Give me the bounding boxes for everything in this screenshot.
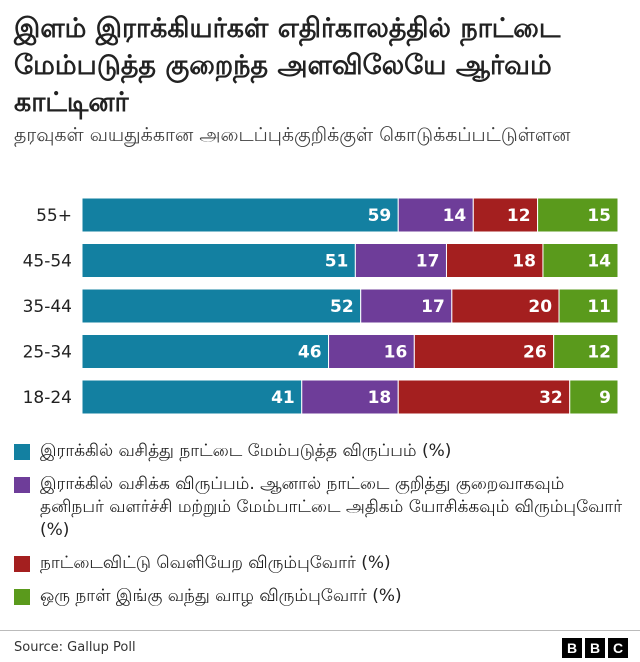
data-label: 59 (368, 206, 392, 226)
chart-legend: இராக்கில் வசித்து நாட்டை மேம்படுத்த விரு… (14, 440, 626, 618)
bar-segment (81, 243, 356, 278)
legend-label: இராக்கில் வசித்து நாட்டை மேம்படுத்த விரு… (40, 441, 452, 461)
bar-segment (472, 197, 539, 233)
data-label: 12 (587, 343, 611, 363)
bbc-logo: B B C (562, 638, 628, 658)
data-label: 14 (443, 206, 467, 226)
chart-subtitle: தரவுகள் வயதுக்கான அடைப்புக்குறிக்குள் கொ… (14, 124, 571, 146)
source-note: Source: Gallup Poll (14, 640, 136, 655)
footer-divider (0, 630, 640, 631)
data-label: 20 (528, 297, 552, 317)
data-label: 12 (507, 206, 531, 226)
bar-segment (397, 197, 474, 233)
bar-segment (537, 197, 619, 233)
legend-item-return: ஒரு நாள் இங்கு வந்து வாழ விரும்புவோர் (%… (14, 585, 626, 608)
legend-label: ஒரு நாள் இங்கு வந்து வாழ விரும்புவோர் (%… (40, 586, 402, 606)
data-label: 46 (298, 343, 322, 363)
data-label: 11 (587, 297, 611, 317)
bar-segment (328, 334, 415, 369)
data-label: 17 (421, 297, 445, 317)
data-label: 18 (512, 252, 536, 272)
bar-segment (301, 379, 399, 415)
data-label: 52 (330, 297, 354, 317)
data-label: 9 (599, 388, 611, 408)
bar-segment (451, 288, 560, 324)
category-label: 25-34 (23, 343, 72, 363)
bbc-logo-letter: B (585, 638, 605, 658)
legend-item-stay-improve: இராக்கில் வசித்து நாட்டை மேம்படுத்த விரு… (14, 440, 626, 463)
bar-segment (360, 288, 453, 324)
bar-segment (81, 197, 399, 233)
bbc-logo-letter: C (608, 638, 628, 658)
bar-segment (542, 243, 619, 278)
legend-swatch (14, 589, 30, 605)
data-label: 16 (384, 343, 408, 363)
data-label: 15 (587, 206, 611, 226)
data-label: 41 (271, 388, 295, 408)
data-label: 32 (539, 388, 563, 408)
bbc-logo-letter: B (562, 638, 582, 658)
legend-swatch (14, 444, 30, 460)
category-label: 35-44 (23, 297, 72, 317)
chart-title: இளம் இராக்கியர்கள் எதிர்காலத்தில் நாட்டை… (14, 13, 561, 118)
data-label: 14 (587, 252, 611, 272)
category-label: 18-24 (23, 388, 72, 408)
data-label: 17 (416, 252, 440, 272)
legend-swatch (14, 477, 30, 493)
bar-segment (81, 379, 303, 415)
category-label: 45-54 (23, 252, 72, 272)
bar-segment (81, 334, 330, 369)
legend-label: இராக்கில் வசிக்க விருப்பம். ஆனால் நாட்டை… (40, 474, 623, 540)
stacked-bar-chart: 55+ 59 14 12 15 45-54 51 17 18 14 35-44 52 17 20 11 25-… (23, 197, 619, 415)
bar-segment (569, 379, 619, 415)
bar-segment (81, 288, 362, 324)
data-label: 26 (523, 343, 547, 363)
bar-segment (397, 379, 571, 415)
legend-label: நாட்டைவிட்டு வெளியேற விரும்புவோர் (%) (40, 553, 391, 573)
legend-item-leave: நாட்டைவிட்டு வெளியேற விரும்புவோர் (%) (14, 552, 626, 575)
bar-segment (558, 288, 619, 324)
legend-item-stay-personal: இராக்கில் வசிக்க விருப்பம். ஆனால் நாட்டை… (14, 473, 626, 542)
bar-segment (553, 334, 619, 369)
legend-swatch (14, 556, 30, 572)
data-label: 51 (325, 252, 349, 272)
data-label: 18 (368, 388, 392, 408)
category-label: 55+ (36, 206, 72, 226)
bar-segment (445, 243, 544, 278)
